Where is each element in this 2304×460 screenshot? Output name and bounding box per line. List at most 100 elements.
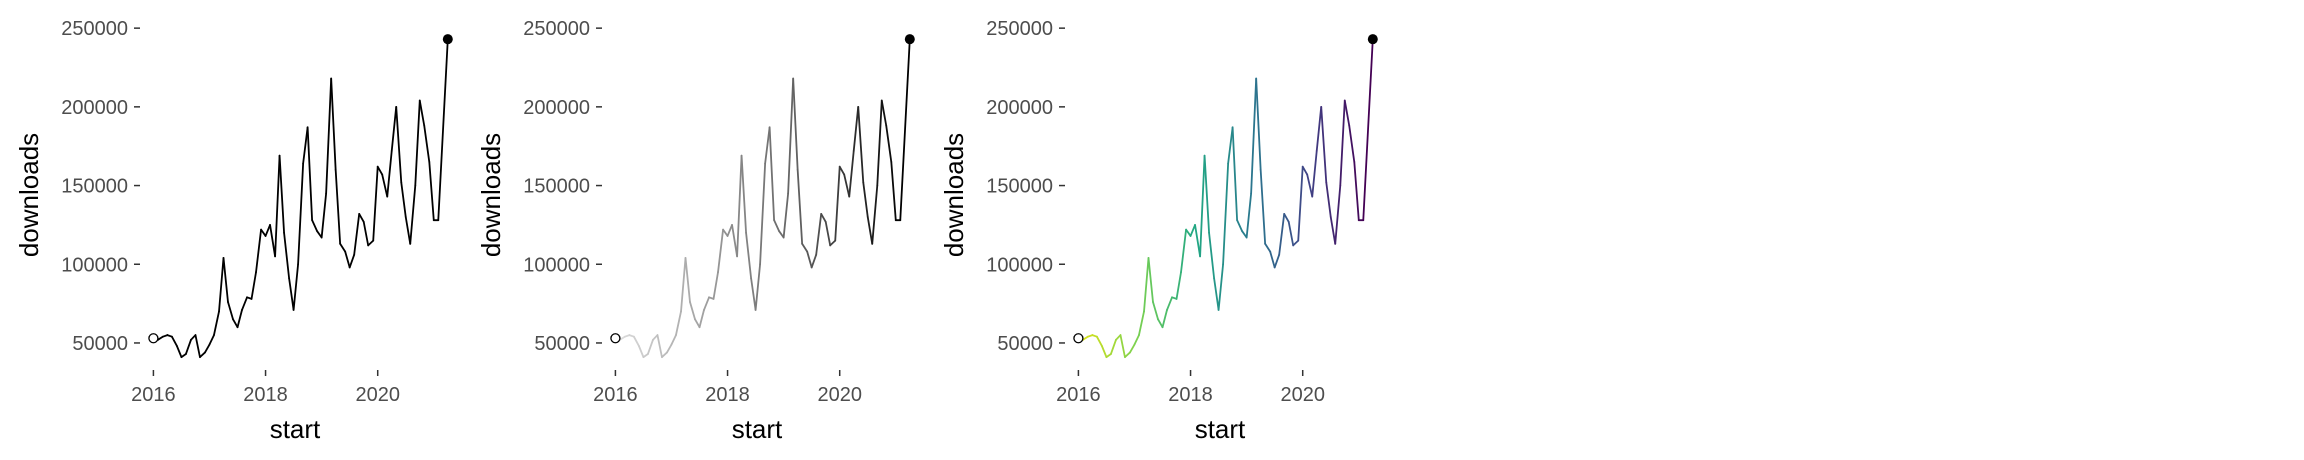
y-tick-label: 150000 <box>61 176 128 198</box>
series-segment <box>320 192 328 239</box>
end-point-marker <box>904 34 915 45</box>
x-tick-label: 2020 <box>817 384 862 406</box>
series-segment <box>1096 335 1103 348</box>
y-tick-label: 250000 <box>986 18 1053 40</box>
series-segment <box>1231 126 1239 222</box>
series-segment <box>428 161 435 222</box>
series-segment <box>325 77 333 195</box>
series-segment <box>876 99 883 187</box>
series-segment <box>372 165 379 242</box>
series-segment <box>395 105 403 184</box>
series-segment <box>208 334 215 346</box>
series-segment <box>236 309 243 329</box>
series-segment <box>278 154 285 234</box>
y-axis-title: downloads <box>476 133 506 257</box>
end-point-marker <box>1367 34 1378 45</box>
y-tick-label: 150000 <box>523 176 590 198</box>
series-segment <box>1343 99 1351 127</box>
series-segment <box>362 220 370 247</box>
series-segment <box>311 219 319 233</box>
series-segment <box>1213 277 1220 311</box>
series-segment <box>773 219 781 233</box>
series-segment <box>180 353 187 359</box>
series-segment <box>633 335 640 348</box>
series-segment <box>754 263 761 311</box>
series-segment <box>241 296 248 311</box>
series-segment <box>764 126 771 165</box>
series-segment <box>1166 296 1173 311</box>
y-tick-label: 50000 <box>72 333 128 355</box>
series-segment <box>647 338 654 355</box>
series-segment <box>269 224 276 258</box>
series-segment <box>1278 212 1286 256</box>
series-segment <box>698 309 705 329</box>
series-segment <box>1175 271 1182 300</box>
series-segment <box>740 154 747 234</box>
series-segment <box>381 173 389 198</box>
series-segment <box>843 173 851 198</box>
y-axis-title: downloads <box>14 133 44 257</box>
y-tick-label: 50000 <box>997 333 1053 355</box>
series-segment <box>1283 212 1290 223</box>
series-segment <box>1292 239 1300 247</box>
series-segment <box>423 124 431 163</box>
series-segment <box>250 271 257 300</box>
series-segment <box>1138 310 1145 336</box>
series-segment <box>787 77 795 195</box>
series-segment <box>1143 257 1150 313</box>
series-segment <box>418 99 426 127</box>
series-line <box>614 38 911 359</box>
chart-panel-1: 50000 100000 150000 200000 250000 2016 2018 202… <box>14 18 453 444</box>
series-segment <box>260 228 267 237</box>
series-segment <box>176 345 183 359</box>
series-segment <box>838 165 846 176</box>
series-segment <box>1250 77 1258 195</box>
series-segment <box>348 253 356 269</box>
series-segment <box>390 105 398 152</box>
series-segment <box>386 150 393 198</box>
series-segment <box>1194 224 1201 258</box>
series-segment <box>656 334 663 359</box>
series-segment <box>1311 150 1318 198</box>
chart-panel-2: 50000 100000 150000 200000 250000 2016 2018 202… <box>476 18 915 444</box>
series-segment <box>1348 124 1356 163</box>
series-segment <box>302 126 309 165</box>
end-point-marker <box>442 34 453 45</box>
series-segment <box>680 257 687 313</box>
series-segment <box>848 150 855 198</box>
series-segment <box>638 345 645 359</box>
series-segment <box>1222 162 1230 266</box>
series-segment <box>731 224 738 258</box>
series-segment <box>376 165 384 176</box>
series-segment <box>409 184 417 245</box>
series-segment <box>801 242 809 253</box>
y-tick-label: 100000 <box>523 254 590 276</box>
series-segment <box>694 318 701 329</box>
series-segment <box>232 318 239 329</box>
chart-panel-3: 50000 100000 150000 200000 250000 2016 2018 202… <box>939 18 1378 444</box>
series-segment <box>1119 334 1126 359</box>
y-tick-label: 200000 <box>61 97 128 119</box>
series-segment <box>852 105 860 152</box>
series-segment <box>796 168 804 245</box>
series-segment <box>218 257 225 313</box>
series-segment <box>1269 250 1276 269</box>
series-segment <box>1189 224 1196 237</box>
series-segment <box>404 216 412 245</box>
series-segment <box>1320 105 1328 184</box>
series-segment <box>675 310 682 336</box>
series-segment <box>722 228 729 237</box>
series-segment <box>1325 181 1332 218</box>
series-segment <box>1203 154 1210 234</box>
series-segment <box>871 184 879 245</box>
series-segment <box>1081 335 1089 341</box>
series-segment <box>255 228 262 274</box>
y-tick-label: 200000 <box>523 97 590 119</box>
series-segment <box>222 257 229 303</box>
series-segment <box>862 181 869 218</box>
series-segment <box>792 77 799 171</box>
series-segment <box>1362 38 1374 222</box>
series-segment <box>400 181 407 218</box>
series-segment <box>437 38 449 222</box>
